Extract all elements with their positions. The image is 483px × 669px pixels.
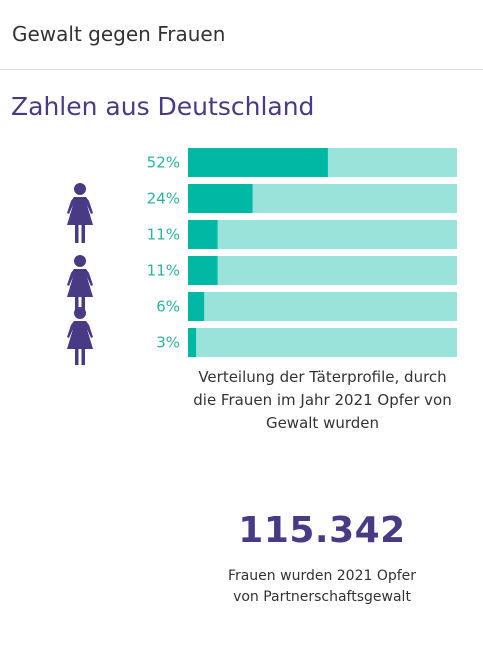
bar-track [188, 256, 457, 285]
woman-icon [67, 255, 93, 315]
bar-fill [188, 184, 253, 213]
bar-value-label: 11% [147, 262, 180, 280]
page-header: Gewalt gegen Frauen [0, 0, 483, 70]
perpetrator-distribution-chart: 52% 24% 11% 11% 6% 3% [67, 148, 457, 365]
bar-value-label: 6% [156, 298, 180, 316]
woman-icon [67, 183, 93, 243]
stat-caption-line-1: Frauen wurden 2021 Opfer [227, 568, 417, 584]
bar-value-label: 52% [147, 154, 180, 172]
women-icons-group [67, 183, 93, 365]
bar-fill [188, 220, 218, 249]
bar-row: 11% [147, 220, 457, 249]
bar-value-label: 24% [147, 190, 180, 208]
woman-icon [67, 307, 93, 365]
bar-value-label: 3% [156, 334, 180, 352]
chart-caption: Verteilung der Täterprofile, durch die F… [193, 368, 452, 432]
bar-track [188, 328, 457, 357]
bar-track [188, 220, 457, 249]
page-title: Gewalt gegen Frauen [12, 22, 226, 46]
bar-row: 3% [156, 328, 457, 357]
bar-fill [188, 256, 218, 285]
bar-row: 52% [147, 148, 457, 177]
bar-row: 24% [147, 184, 457, 213]
bar-fill [188, 148, 328, 177]
stat-caption: Frauen wurden 2021 Opfer von Partnerscha… [202, 566, 442, 608]
bar-value-label: 11% [147, 226, 180, 244]
bar-row: 11% [147, 256, 457, 285]
bars-group: 52% 24% 11% 11% 6% 3% [147, 148, 457, 357]
section-title: Zahlen aus Deutschland [11, 92, 315, 121]
bar-row: 6% [156, 292, 457, 321]
bar-fill [188, 328, 197, 357]
bar-track [188, 292, 457, 321]
bar-fill [188, 292, 205, 321]
stat-caption-line-2: von Partnerschaftsgewalt [233, 589, 411, 605]
stat-value: 115.342 [238, 510, 406, 551]
